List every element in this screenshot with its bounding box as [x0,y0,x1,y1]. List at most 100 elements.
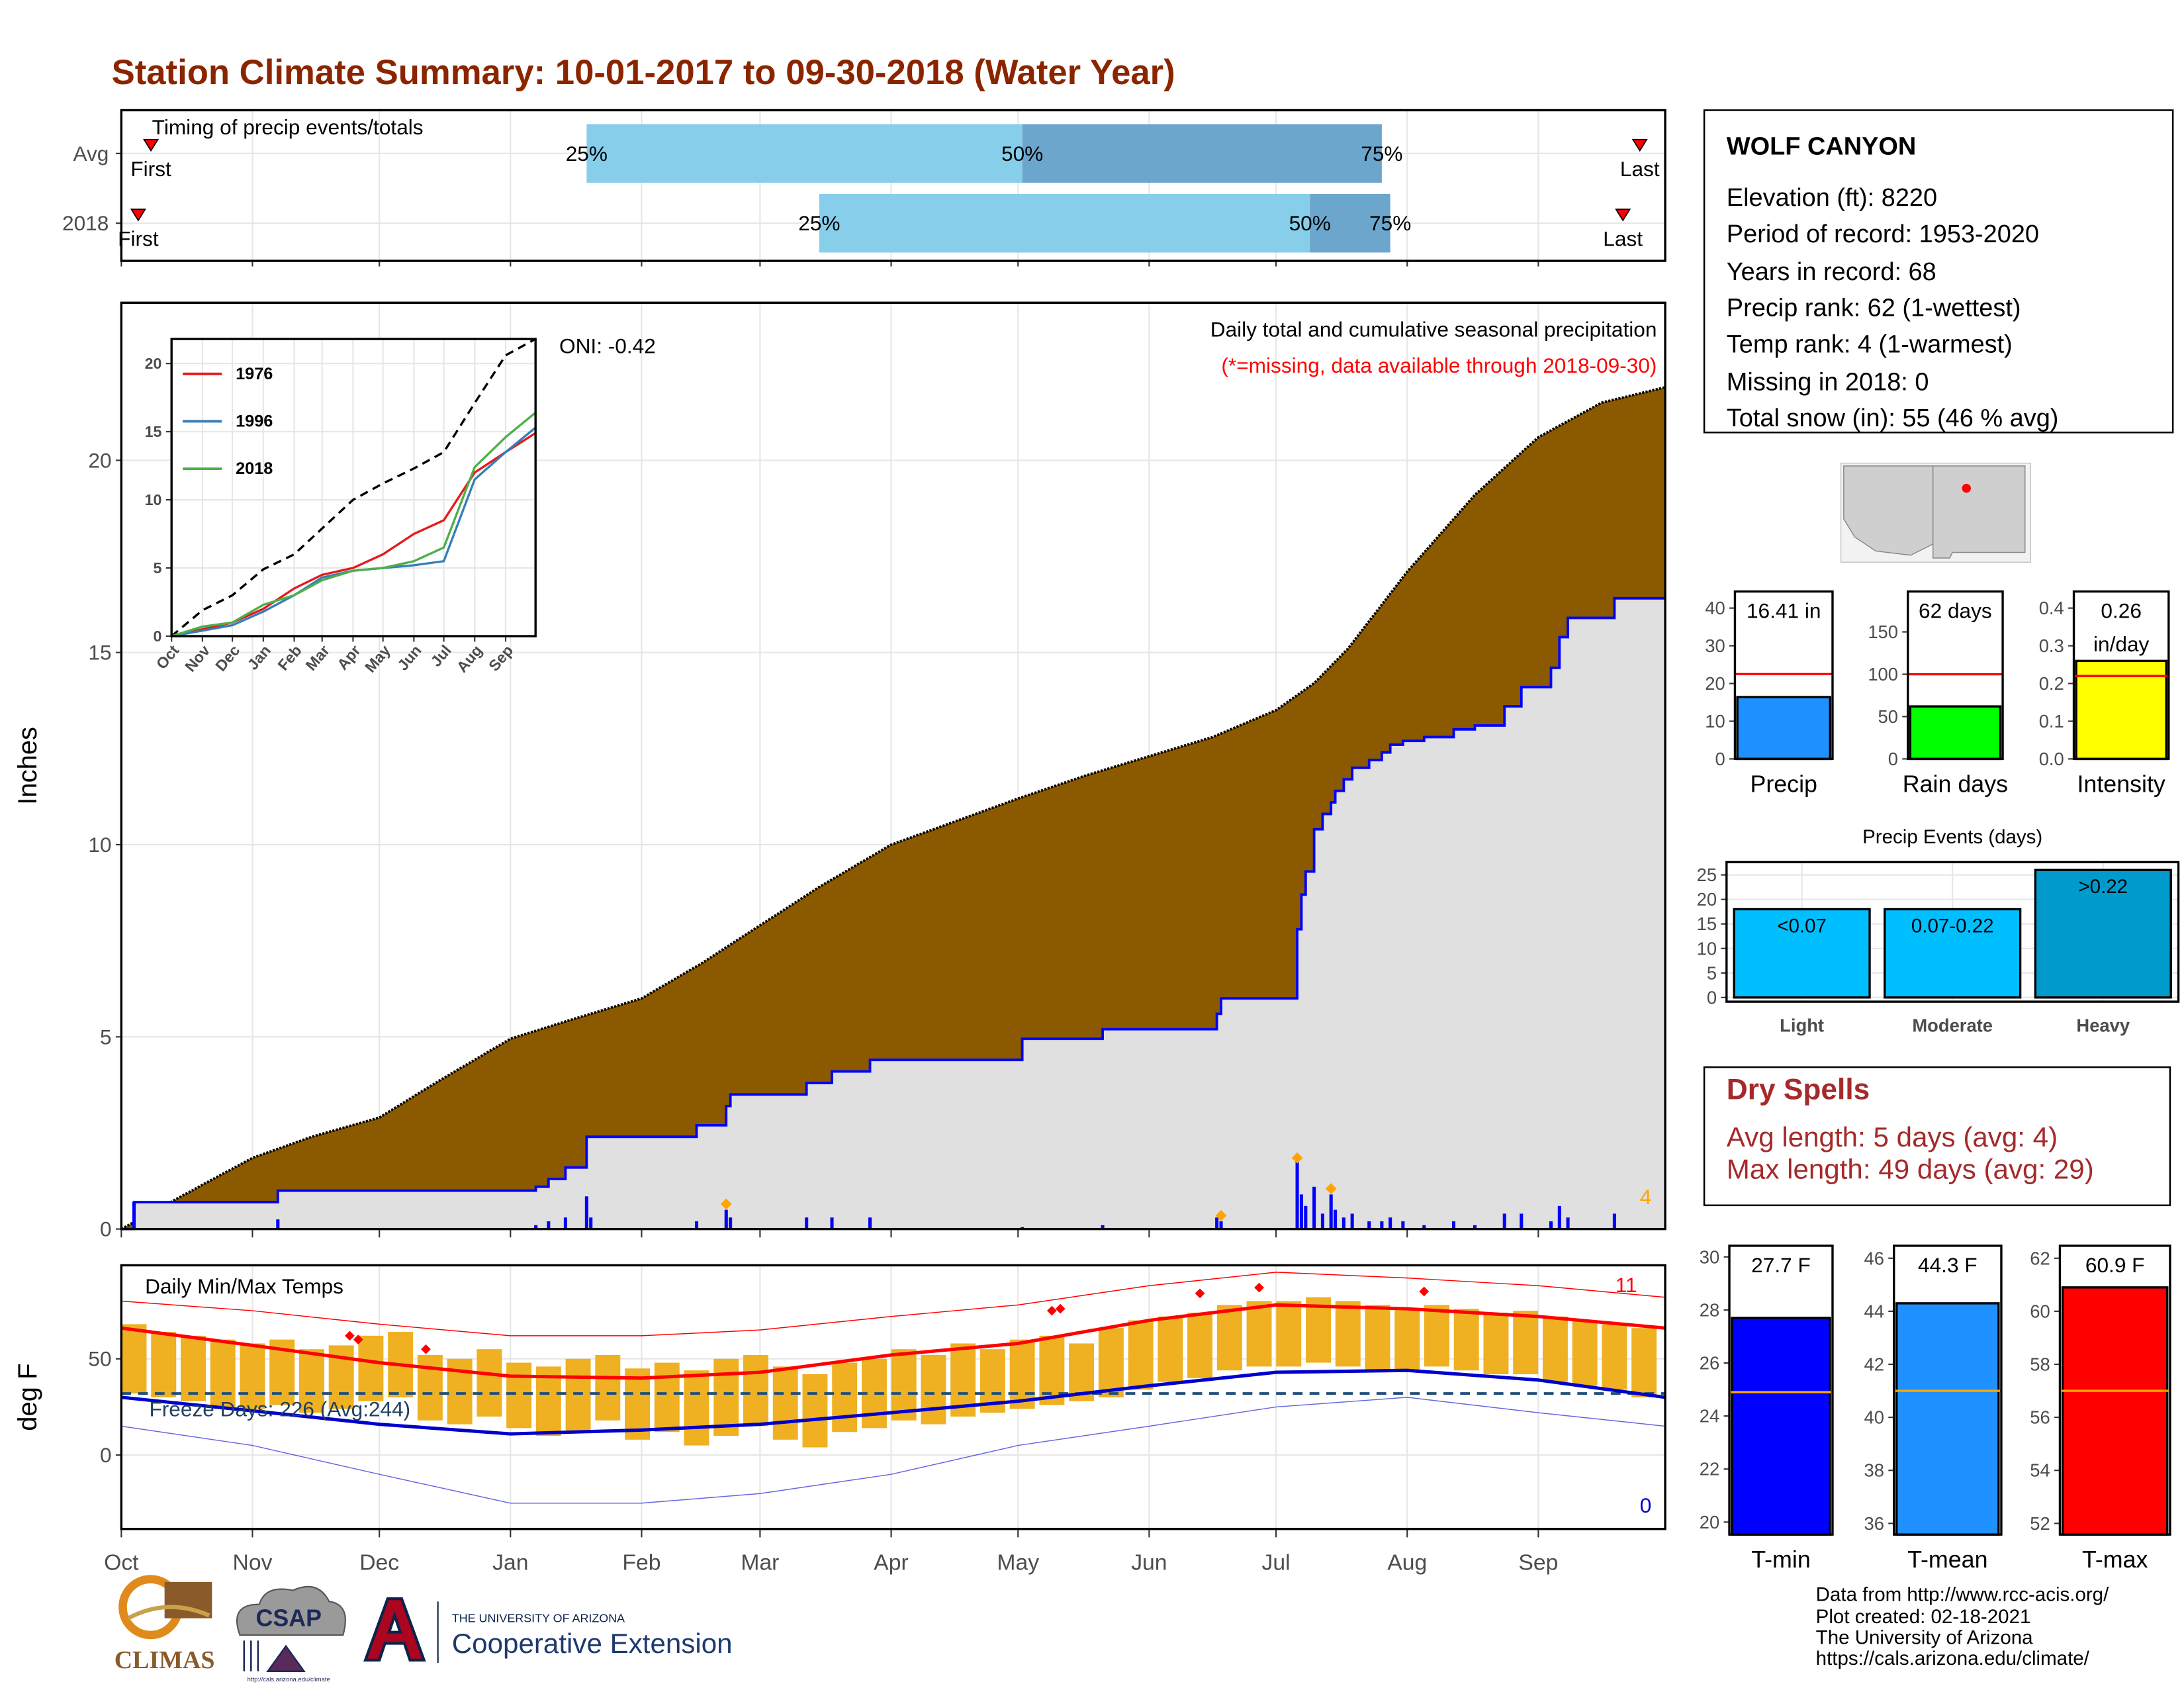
y-tick-label: 0 [100,1443,112,1467]
record-high-count: 11 [1615,1273,1637,1297]
logo-stroke [127,1605,210,1620]
daily-bar [805,1217,809,1229]
y-tick-label: 60 [2030,1301,2050,1321]
bar [1731,1317,1831,1536]
csap-logo: CSAP http://cals.arizona.edu/climate [236,1585,346,1683]
x-tick-label: Feb [622,1550,660,1575]
daily-bar [1320,1213,1324,1229]
temp-bar [921,1354,946,1425]
bar [2061,1286,2169,1536]
series-line [171,411,537,637]
value-label: 44.3 F [1918,1254,1978,1278]
logo-text: Cooperative Extension [452,1628,733,1659]
y-tick-label: 40 [1864,1407,1884,1428]
value-label-box: 44.3 F [1918,1254,1978,1278]
value-label: 16.41 in [1746,600,1821,624]
y-tick-label: 62 [2030,1248,2050,1268]
daily-bar [1367,1221,1371,1229]
panel-title: Precip Events (days) [1862,826,2042,848]
x-tick-label: Precip [1750,771,1817,797]
y-tick-label: 22 [1700,1459,1719,1479]
y-tick-label: 30 [1700,1246,1719,1267]
y-tick-label: 5 [100,1025,112,1049]
x-tick-label: Jan [492,1550,528,1575]
bar [1895,1302,2000,1536]
dry-spells-box [1703,1066,2171,1207]
y-tick-label: 10 [1705,711,1725,731]
daily-bar [868,1217,872,1229]
plot-border [1728,1244,1834,1536]
event-marker [130,209,146,222]
bar [1736,696,1831,761]
daily-bar [694,1221,699,1229]
temp-bar [151,1332,177,1397]
temp-bar [1542,1316,1568,1382]
logo-text: CLIMAS [114,1646,215,1674]
record-high-marker [1047,1305,1057,1316]
temp-bar [1306,1297,1331,1363]
station-line: Missing in 2018: 0 [1727,368,1929,396]
ua-logo: THE UNIVERSITY OF ARIZONA Cooperative Ex… [363,1597,733,1664]
x-tick-label: Dec [359,1550,399,1575]
plot-border [2072,590,2170,761]
y-tick-label: 5 [154,559,162,577]
temp-bar [1424,1305,1449,1367]
temp-bar [654,1362,680,1432]
event-marker [1631,138,1648,152]
station-line: Temp rank: 4 (1-warmest) [1727,331,2013,359]
temp-bar [358,1335,384,1401]
quartile-label: 75% [1361,142,1402,165]
x-tick-label: Mar [741,1550,779,1575]
daily-bar [132,1202,136,1229]
temp-bar [1602,1324,1627,1390]
plot-border [1893,1244,2003,1536]
y-tick-label: 24 [1700,1406,1719,1427]
y-tick-label: 5 [1707,962,1717,983]
x-tick-label: Rain days [1903,771,2008,797]
annotation: Freeze Days: 226 (Avg:244) [149,1397,410,1421]
record-high-line [121,1272,1666,1336]
bar [1884,908,2022,999]
y-tick-label: 46 [1864,1248,1884,1268]
daily-bar [1299,1194,1303,1229]
bar [1733,908,1871,999]
y-tick-label: 15 [145,423,162,440]
station-line: Years in record: 68 [1727,258,1936,286]
panel-title: Daily Min/Max Temps [145,1274,343,1298]
temp-bar [121,1324,147,1394]
locator-map [1840,463,2031,563]
daily-bar [830,1217,834,1229]
daily-bar [1557,1205,1561,1229]
x-tick-label: Jun [1131,1550,1167,1575]
record-high-marker [345,1331,355,1341]
legend-label: 2018 [236,459,273,478]
event-marker [1615,209,1631,222]
y-tick-label: 0 [1715,749,1725,769]
y-tick-label: 54 [2030,1460,2050,1481]
quartile-label: 50% [1001,142,1043,165]
y-tick-label: 0.1 [2039,711,2064,731]
temp-bar [802,1374,828,1448]
daily-bar [1612,1213,1616,1229]
x-tick-label: Apr [874,1550,908,1575]
x-tick-label: Oct [104,1550,139,1575]
y-tick-label: 50 [1878,706,1898,727]
y-tick-label: 25 [1697,865,1717,885]
plot-border [2058,1244,2171,1536]
plot-border [1733,590,1834,761]
x-tick-label: Heavy [2076,1015,2130,1035]
daily-bar [1219,1221,1223,1229]
legend-label: 1996 [236,412,273,430]
temp-bar [1246,1301,1272,1367]
temp-bar [1098,1328,1124,1397]
daily-bar [1549,1221,1553,1229]
cumulative-line [121,596,1666,1231]
x-tick-label: T-mean [1907,1546,1987,1573]
station-dot [1962,483,1972,493]
daily-bar [1422,1225,1426,1229]
temp-bar [1513,1311,1539,1375]
cumulative-area [121,598,1666,1229]
average-line [120,386,1666,1231]
value-label: 60.9 F [2085,1254,2145,1278]
